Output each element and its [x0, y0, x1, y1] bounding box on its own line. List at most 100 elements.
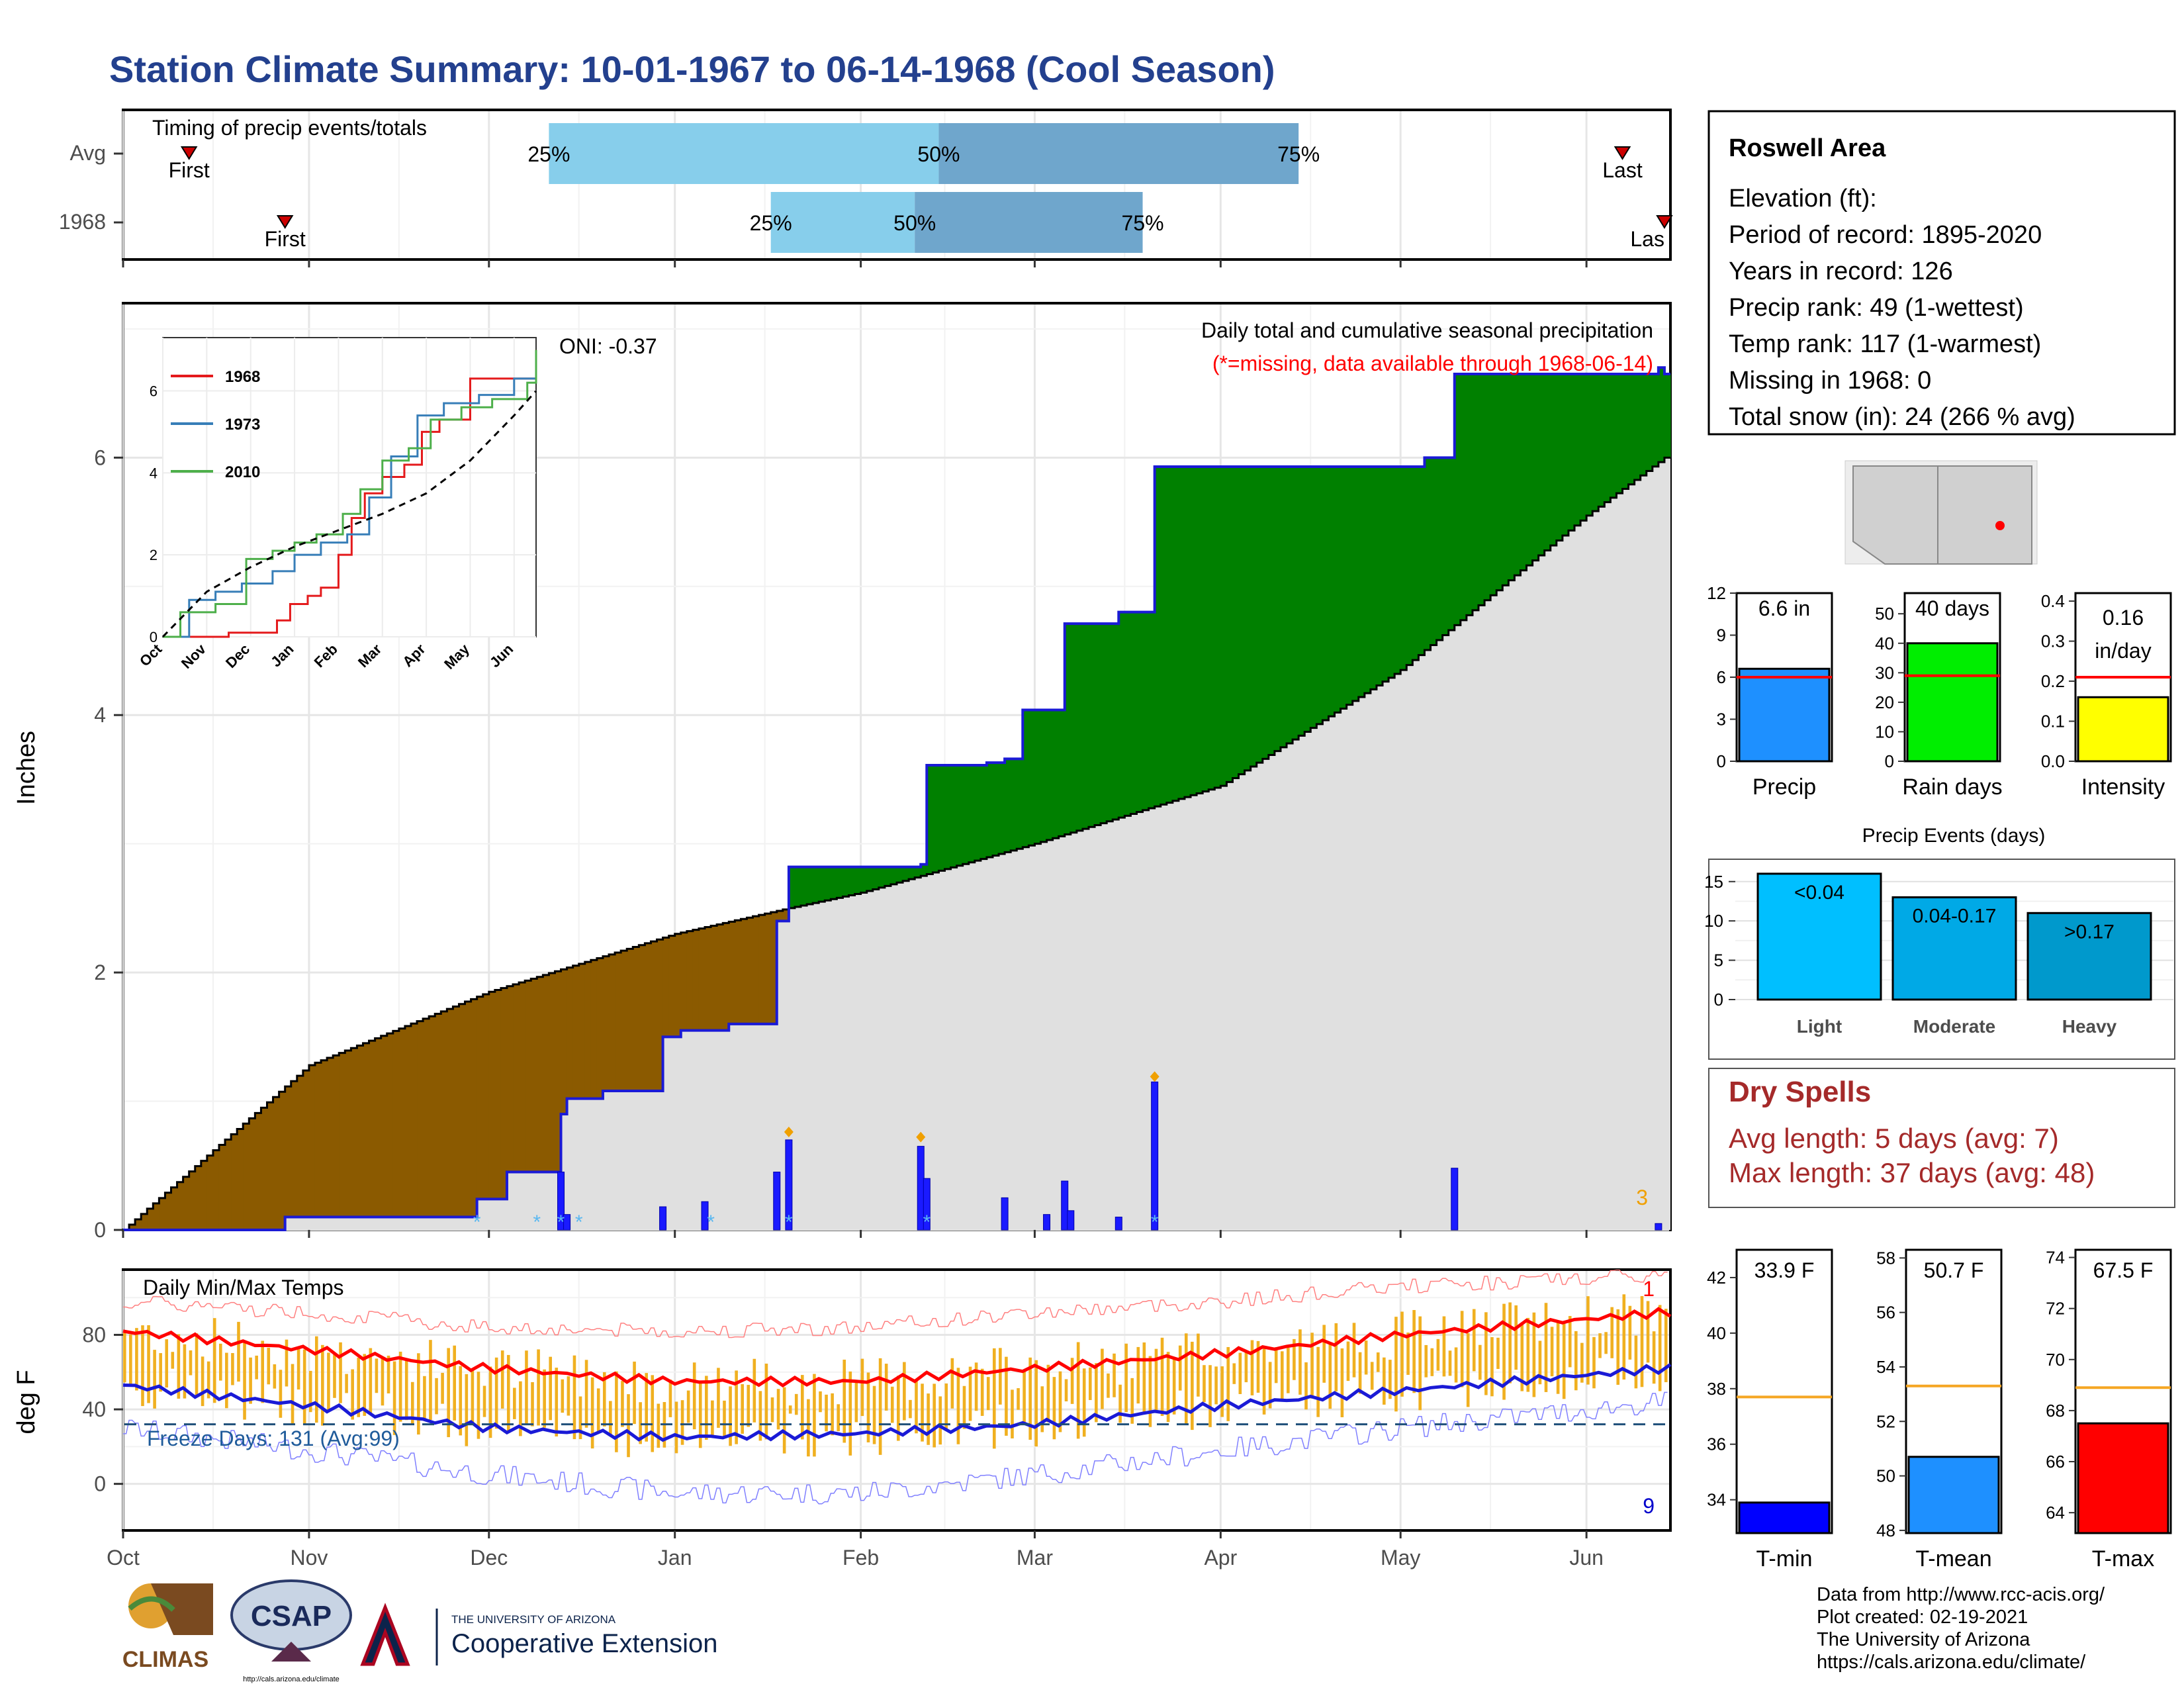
below-average-fill [435, 1013, 441, 1217]
above-average-fill [944, 765, 952, 869]
daily-temp-bar [519, 1381, 522, 1436]
below-average-fill [782, 909, 790, 921]
below-average-fill [615, 953, 621, 1091]
daily-temp-bar [1472, 1309, 1476, 1372]
last-event-label: Las [1630, 227, 1664, 251]
below-average-fill [453, 1006, 460, 1217]
below-average-fill [692, 929, 700, 1031]
daily-temp-bar [1203, 1365, 1206, 1403]
daily-temp-bar [686, 1390, 690, 1423]
y-tick-label: 15 [1704, 872, 1723, 892]
mini-y-tick-label: 9 [1717, 626, 1726, 645]
daily-temp-bar [404, 1359, 408, 1421]
daily-temp-bar [956, 1368, 960, 1444]
daily-temp-bar [339, 1342, 342, 1403]
daily-temp-bar [1364, 1340, 1368, 1375]
above-average-fill [1479, 373, 1485, 606]
daily-temp-bar [201, 1356, 205, 1407]
above-average-fill [860, 867, 868, 893]
above-average-fill [1262, 466, 1269, 759]
above-average-fill [1040, 710, 1048, 842]
station-line: Total snow (in): 24 (266 % avg) [1729, 403, 2075, 431]
daily-temp-bar [872, 1385, 876, 1444]
above-average-fill [1472, 373, 1479, 610]
below-average-fill [387, 1033, 394, 1217]
below-average-fill [572, 965, 580, 1099]
daily-temp-bar [423, 1376, 426, 1419]
below-average-fill [459, 1004, 466, 1217]
above-average-fill [1148, 612, 1156, 809]
daily-temp-bar [1023, 1370, 1026, 1424]
legend-label: 2010 [225, 463, 260, 481]
first-event-marker [180, 146, 198, 160]
daily-temp-bar [327, 1352, 330, 1412]
daily-temp-bar [177, 1334, 181, 1399]
above-average-fill [1376, 466, 1383, 686]
above-average-fill [1310, 466, 1317, 728]
above-average-fill [1118, 612, 1125, 818]
below-average-fill [711, 925, 717, 1031]
daily-temp-bar [1046, 1364, 1050, 1423]
record-max-line [123, 1269, 1668, 1338]
above-average-fill [1436, 457, 1443, 641]
mini-y-tick-label: 36 [1707, 1434, 1726, 1454]
credit-line: The University of Arizona [1817, 1629, 2030, 1650]
above-average-fill [1442, 457, 1449, 635]
above-average-fill [1052, 710, 1060, 839]
mini-y-tick-label: 34 [1707, 1490, 1726, 1510]
daily-temp-bar [308, 1370, 312, 1413]
daily-temp-bar [321, 1344, 324, 1426]
mini-y-tick-label: 42 [1707, 1268, 1726, 1288]
below-average-fill [537, 976, 543, 1172]
station-line: Temp rank: 117 (1-warmest) [1729, 330, 2041, 358]
y-tick-label: 40 [82, 1397, 106, 1421]
record-marker [916, 1131, 926, 1143]
quartile-bar-25-50 [770, 192, 915, 253]
daily-temp-bar [375, 1358, 379, 1393]
timing-panel-label: Timing of precip events/totals [152, 116, 427, 140]
x-tick-label: Feb [842, 1546, 879, 1570]
daily-temp-bar [1322, 1325, 1326, 1383]
daily-temp-bar [698, 1383, 702, 1448]
above-average-fill [974, 765, 981, 861]
above-average-fill [1178, 466, 1185, 799]
above-average-fill [938, 765, 946, 871]
daily-temp-bar [1358, 1352, 1362, 1394]
below-average-fill [225, 1139, 232, 1230]
daily-precip-bar [659, 1206, 667, 1231]
y-tick-label: 0 [94, 1218, 106, 1242]
x-tick-label: Jan [658, 1546, 692, 1570]
below-average-fill [291, 1081, 298, 1217]
mini-y-tick-label: 54 [1876, 1357, 1895, 1377]
daily-temp-bar [1107, 1373, 1110, 1398]
below-average-fill [662, 937, 670, 1037]
daily-temp-bar [345, 1374, 348, 1393]
daily-temp-bar [410, 1382, 414, 1425]
credits-block: Data from http://www.rcc-acis.org/ Plot … [1817, 1583, 2105, 1673]
credit-line: https://cals.arizona.edu/climate/ [1817, 1652, 2086, 1673]
above-average-fill [825, 867, 831, 901]
daily-temp-bar [950, 1358, 954, 1409]
mini-y-tick-label: 70 [2046, 1350, 2065, 1370]
below-average-fill [633, 947, 639, 1091]
daily-temp-bar [1118, 1384, 1122, 1423]
daily-temp-bar [1508, 1302, 1512, 1383]
above-average-fill [1604, 373, 1611, 502]
daily-temp-bar [1484, 1312, 1488, 1395]
station-name: Roswell Area [1729, 134, 1886, 162]
station-line: Missing in 1968: 0 [1729, 367, 1931, 395]
snow-marker: * [1151, 1211, 1159, 1233]
above-average-fill [1304, 466, 1311, 732]
below-average-fill [369, 1041, 376, 1217]
daily-temp-bar [1383, 1357, 1386, 1405]
daily-temp-bar [627, 1394, 630, 1458]
daily-temp-bar [986, 1377, 990, 1411]
above-average-fill [1322, 466, 1330, 720]
above-average-fill [1652, 373, 1659, 467]
x-tick-label: Dec [470, 1546, 508, 1570]
below-average-fill [296, 1076, 304, 1217]
above-average-fill [788, 867, 796, 908]
above-average-fill [1352, 466, 1359, 701]
below-average-fill [513, 984, 520, 1172]
below-average-fill [717, 924, 723, 1031]
